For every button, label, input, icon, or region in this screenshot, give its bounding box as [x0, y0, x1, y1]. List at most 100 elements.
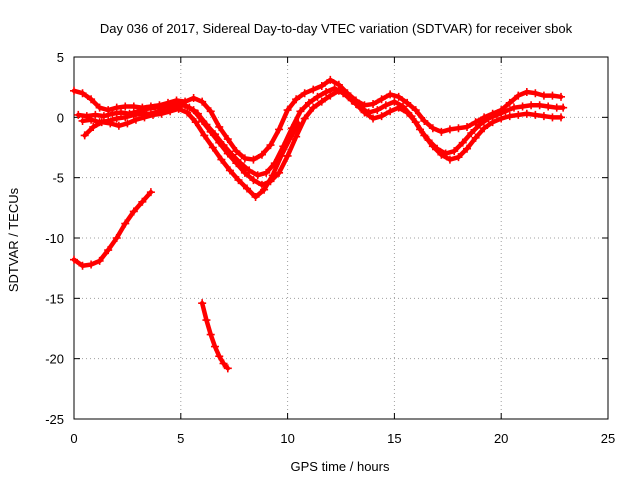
data-point	[458, 138, 467, 147]
data-point	[548, 91, 557, 100]
x-axis-label: GPS time / hours	[291, 459, 390, 474]
data-point	[467, 129, 476, 138]
data-point	[488, 118, 497, 127]
data-point	[112, 234, 121, 242]
data-point	[390, 97, 399, 106]
data-point	[174, 104, 183, 113]
x-tick-label: 20	[494, 431, 508, 446]
data-point	[91, 110, 100, 119]
data-point	[420, 116, 429, 125]
data-point	[386, 90, 395, 99]
data-point	[527, 101, 536, 110]
data-point	[129, 207, 138, 216]
data-point	[89, 122, 98, 131]
data-point	[200, 131, 209, 140]
data-point	[544, 102, 553, 111]
data-point	[138, 197, 147, 206]
y-tick-label: 0	[57, 110, 64, 125]
data-point	[283, 106, 292, 115]
data-point	[531, 110, 540, 119]
data-point	[420, 131, 429, 140]
data-point	[223, 364, 232, 373]
data-point	[484, 114, 493, 123]
data-point	[215, 122, 224, 131]
x-tick-label: 25	[601, 431, 615, 446]
y-tick-label: 5	[57, 50, 64, 65]
data-point	[317, 97, 326, 106]
data-point	[294, 119, 303, 128]
data-point	[217, 155, 226, 164]
series-track-e	[70, 188, 155, 270]
data-point	[112, 103, 121, 112]
series-track-b	[74, 84, 568, 180]
data-point	[74, 110, 83, 119]
data-point	[208, 143, 217, 152]
y-tick-label: -20	[45, 352, 64, 367]
data-point	[240, 168, 249, 177]
data-point	[78, 89, 87, 98]
y-tick-label: -15	[45, 291, 64, 306]
data-point	[505, 112, 514, 121]
data-point	[326, 91, 335, 100]
axis-ticks: 0 5 10 15 20 25 5 0 -5 -10 -15 -20 -25	[45, 50, 615, 446]
data-point	[437, 127, 446, 136]
data-point	[454, 153, 463, 162]
data-point	[215, 352, 224, 361]
data-point	[95, 256, 104, 265]
y-axis-label: SDTVAR / TECUs	[6, 187, 21, 292]
data-point	[300, 89, 309, 98]
data-point	[131, 115, 140, 124]
data-point	[70, 255, 78, 264]
data-point	[260, 185, 269, 194]
data-point	[531, 89, 540, 98]
data-point	[411, 118, 420, 127]
y-tick-label: -25	[45, 412, 64, 427]
data-point	[292, 95, 301, 104]
data-point	[198, 299, 207, 308]
data-point	[285, 135, 294, 144]
data-point	[322, 87, 331, 96]
data-point	[108, 109, 117, 118]
data-point	[539, 112, 548, 121]
data-point	[275, 168, 284, 177]
data-point	[245, 166, 254, 175]
data-point	[206, 107, 215, 116]
data-point	[518, 102, 527, 111]
series-trace	[76, 86, 566, 178]
data-point	[166, 107, 175, 116]
data-point	[253, 171, 262, 180]
data-point	[129, 102, 138, 111]
data-point	[277, 151, 286, 160]
x-tick-label: 10	[280, 431, 294, 446]
data-point	[296, 107, 305, 116]
data-point	[326, 75, 335, 84]
data-point	[99, 112, 108, 121]
data-point	[116, 108, 125, 117]
data-point	[522, 87, 531, 96]
data-point	[129, 110, 138, 119]
data-point	[471, 118, 480, 127]
data-point	[463, 122, 472, 131]
data-point	[492, 110, 501, 119]
data-point	[450, 147, 459, 156]
data-point	[232, 147, 241, 156]
data-point	[428, 142, 437, 151]
data-point	[557, 113, 566, 122]
data-point	[123, 119, 132, 128]
data-point	[206, 127, 215, 136]
data-point	[386, 107, 395, 116]
data-point	[334, 86, 343, 95]
data-point	[87, 260, 96, 269]
data-point	[251, 192, 260, 201]
data-point	[377, 112, 386, 121]
data-point	[198, 116, 207, 125]
data-point	[95, 103, 104, 112]
data-point	[234, 176, 243, 185]
data-point	[87, 115, 96, 124]
data-point	[377, 95, 386, 104]
data-point	[243, 184, 252, 193]
data-point	[505, 98, 514, 107]
data-point	[403, 108, 412, 117]
data-point	[121, 113, 130, 122]
